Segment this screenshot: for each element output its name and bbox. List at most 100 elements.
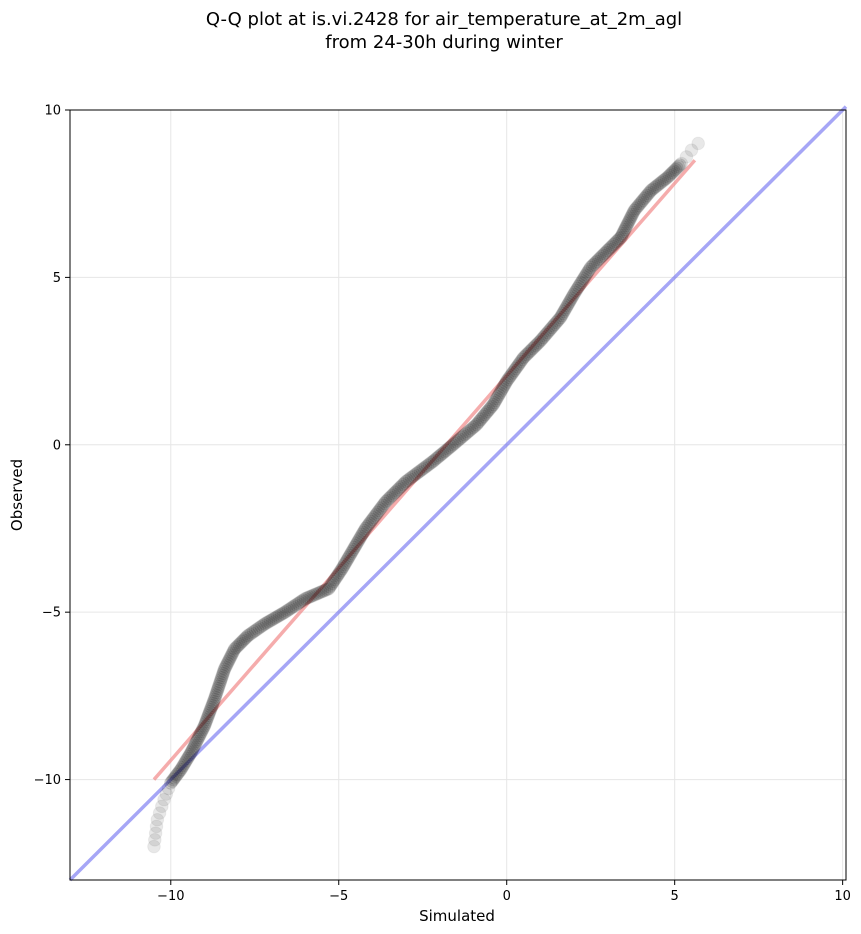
data-point: [399, 474, 413, 489]
data-point: [361, 518, 376, 532]
data-point: [241, 628, 255, 643]
data-point: [337, 558, 352, 572]
data-point: [452, 432, 467, 446]
data-point: [469, 417, 484, 432]
data-point: [593, 251, 607, 266]
data-point: [239, 630, 254, 644]
data-point: [283, 601, 298, 616]
data-point: [562, 295, 577, 309]
data-point: [612, 231, 627, 246]
x-tick-label: 10: [834, 889, 851, 904]
data-point: [550, 314, 565, 328]
data-point: [521, 346, 535, 360]
data-point: [370, 505, 385, 520]
data-point: [623, 211, 638, 225]
data-point: [396, 477, 410, 492]
data-point: [487, 395, 502, 410]
data-point: [451, 433, 465, 448]
data-point: [490, 390, 505, 404]
data-point: [314, 585, 328, 599]
data-point: [348, 538, 363, 553]
data-point: [621, 215, 636, 229]
data-point: [335, 561, 349, 576]
data-point: [196, 721, 211, 735]
data-point: [662, 168, 677, 183]
data-point: [588, 255, 603, 270]
data-point: [495, 382, 510, 396]
data-point: [175, 760, 189, 775]
data-point: [377, 496, 392, 511]
data-point: [575, 273, 590, 288]
data-point: [597, 246, 612, 261]
data-point: [385, 488, 399, 503]
data-point: [519, 347, 534, 362]
data-point: [599, 245, 613, 259]
data-point: [187, 740, 201, 754]
data-point: [285, 600, 300, 615]
data-point: [163, 776, 178, 790]
data-point: [382, 491, 396, 506]
data-point: [300, 591, 314, 605]
data-point: [272, 608, 287, 623]
data-point: [637, 191, 651, 206]
data-point: [194, 724, 209, 739]
data-point: [270, 609, 285, 624]
data-point: [503, 368, 518, 383]
data-point: [561, 297, 576, 311]
data-point: [358, 521, 373, 536]
data-point: [496, 380, 511, 394]
data-point: [426, 454, 440, 469]
data-point: [208, 690, 222, 704]
data-point: [539, 327, 553, 342]
data-point: [364, 514, 378, 529]
data-point: [204, 700, 219, 715]
data-point: [594, 249, 609, 264]
data-point: [530, 337, 545, 351]
data-point: [602, 242, 616, 256]
data-point: [671, 159, 686, 174]
data-point: [611, 233, 625, 247]
data-point: [615, 228, 629, 243]
data-point: [527, 340, 542, 354]
data-point: [649, 179, 664, 194]
data-point: [565, 289, 580, 303]
data-point: [374, 500, 389, 514]
data-point: [217, 662, 232, 676]
data-point: [352, 533, 366, 547]
data-point: [408, 468, 422, 482]
data-point: [473, 412, 488, 427]
data-point: [344, 546, 358, 561]
data-point: [507, 363, 522, 378]
data-point: [296, 593, 311, 607]
data-point: [310, 586, 324, 601]
data-point: [383, 490, 398, 504]
data-point: [185, 744, 199, 758]
data-point: [585, 259, 600, 273]
data-point: [216, 666, 230, 681]
data-point: [355, 527, 370, 542]
data-point: [201, 708, 216, 723]
data-point: [620, 217, 635, 231]
data-point: [483, 401, 498, 415]
data-point: [581, 264, 596, 278]
data-point: [554, 308, 569, 323]
data-point: [220, 656, 235, 670]
data-point: [511, 358, 526, 372]
data-point: [617, 224, 631, 239]
data-point: [339, 554, 354, 568]
data-point: [580, 266, 594, 280]
data-point: [147, 839, 161, 854]
y-tick-label: 10: [44, 104, 61, 119]
x-tick-label: 5: [671, 889, 679, 904]
data-point: [434, 447, 449, 462]
data-point: [345, 544, 359, 559]
data-point: [261, 614, 276, 629]
data-point: [321, 581, 336, 596]
data-point: [179, 753, 194, 768]
data-point: [531, 335, 546, 350]
data-point: [292, 595, 307, 610]
data-point: [596, 248, 610, 262]
data-point: [325, 576, 340, 591]
data-point: [298, 591, 312, 606]
data-point: [533, 334, 548, 348]
